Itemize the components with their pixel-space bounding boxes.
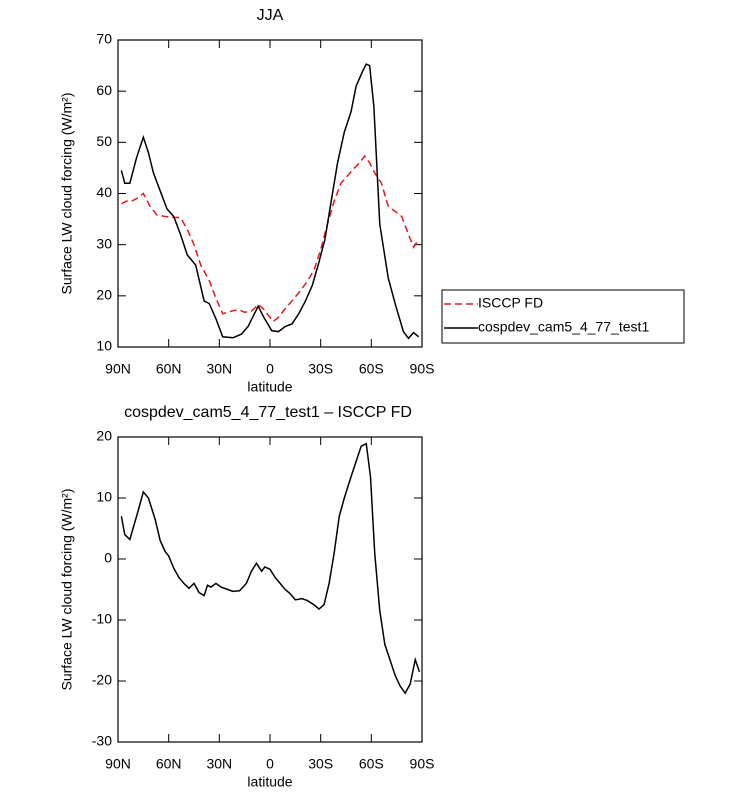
y-tick-label: -30 <box>92 733 112 749</box>
y-tick-label: -20 <box>92 672 112 688</box>
y-tick-label: 10 <box>96 338 112 354</box>
x-tick-label: 60N <box>156 361 182 377</box>
x-axis-label: latitude <box>247 774 292 790</box>
y-tick-label: 30 <box>96 235 112 251</box>
y-tick-label: 40 <box>96 184 112 200</box>
y-tick-label: 20 <box>96 287 112 303</box>
plot-frame <box>117 39 423 348</box>
chart-title: JJA <box>257 7 284 24</box>
y-axis-label: Surface LW cloud forcing (W/m²) <box>59 488 75 690</box>
y-axis-label: Surface LW cloud forcing (W/m²) <box>59 92 75 294</box>
x-tick-label: 60N <box>156 756 182 772</box>
data-line <box>121 154 420 323</box>
plot-frame <box>117 436 423 743</box>
y-tick-label: 50 <box>96 133 112 149</box>
x-tick-label: 90N <box>105 361 131 377</box>
x-axis-label: latitude <box>247 379 292 395</box>
y-tick-label: 10 <box>96 489 112 505</box>
legend-box <box>441 289 685 344</box>
x-tick-label: 60S <box>359 361 384 377</box>
y-tick-label: 60 <box>96 82 112 98</box>
legend-label: ISCCP FD <box>478 295 543 311</box>
x-tick-label: 60S <box>359 756 384 772</box>
x-tick-label: 90S <box>410 361 435 377</box>
x-tick-label: 90N <box>105 756 131 772</box>
y-tick-label: 20 <box>96 428 112 444</box>
data-line <box>120 442 421 695</box>
x-tick-label: 0 <box>266 361 274 377</box>
y-tick-label: -10 <box>92 611 112 627</box>
x-tick-label: 30N <box>206 361 232 377</box>
x-tick-label: 90S <box>410 756 435 772</box>
chart-title: cospdev_cam5_4_77_test1 – ISCCP FD <box>124 404 412 421</box>
x-tick-label: 30S <box>308 361 333 377</box>
legend-label: cospdev_cam5_4_77_test1 <box>478 319 649 335</box>
data-line <box>120 63 420 340</box>
x-tick-label: 0 <box>266 756 274 772</box>
y-tick-label: 0 <box>104 550 112 566</box>
x-tick-label: 30S <box>308 756 333 772</box>
x-tick-label: 30N <box>206 756 232 772</box>
y-tick-label: 70 <box>96 31 112 47</box>
